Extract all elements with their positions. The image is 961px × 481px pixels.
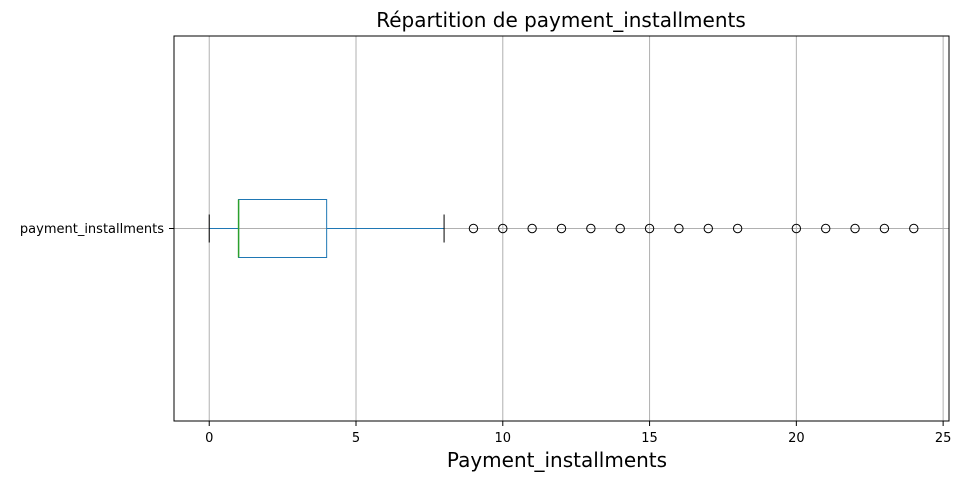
x-tick-label: 25 [935, 431, 952, 446]
outlier-point-21 [821, 223, 831, 234]
plot-area [208, 199, 919, 258]
y-axis-ticks: payment_installments [20, 222, 174, 237]
y-tick-label: payment_installments [20, 222, 164, 237]
outlier-point-11 [527, 223, 537, 234]
outlier-point-9 [468, 223, 479, 234]
x-tick-label: 20 [788, 431, 805, 446]
x-tick-label: 5 [352, 431, 360, 446]
outlier-point-16 [674, 223, 684, 234]
x-tick-label: 15 [641, 431, 658, 446]
outlier-point-15 [644, 223, 655, 234]
x-axis-ticks: 0 5 10 15 20 25 [205, 421, 951, 446]
outlier-point-12 [556, 223, 567, 234]
grid-lines [174, 36, 949, 421]
outlier-point-10 [498, 223, 508, 234]
outlier-point-24 [909, 223, 919, 234]
outlier-point-23 [879, 223, 890, 234]
chart-title: Répartition de payment_installments [376, 8, 746, 32]
x-axis-label: Payment_installments [447, 448, 667, 472]
x-tick-label: 10 [495, 431, 512, 446]
outlier-point-22 [850, 223, 860, 234]
outlier-point-18 [732, 223, 743, 234]
x-tick-label: 0 [205, 431, 213, 446]
outlier-point-17 [703, 223, 713, 234]
outlier-point-20 [791, 223, 802, 234]
outlier-point-13 [586, 223, 596, 234]
outlier-point-14 [615, 223, 625, 234]
